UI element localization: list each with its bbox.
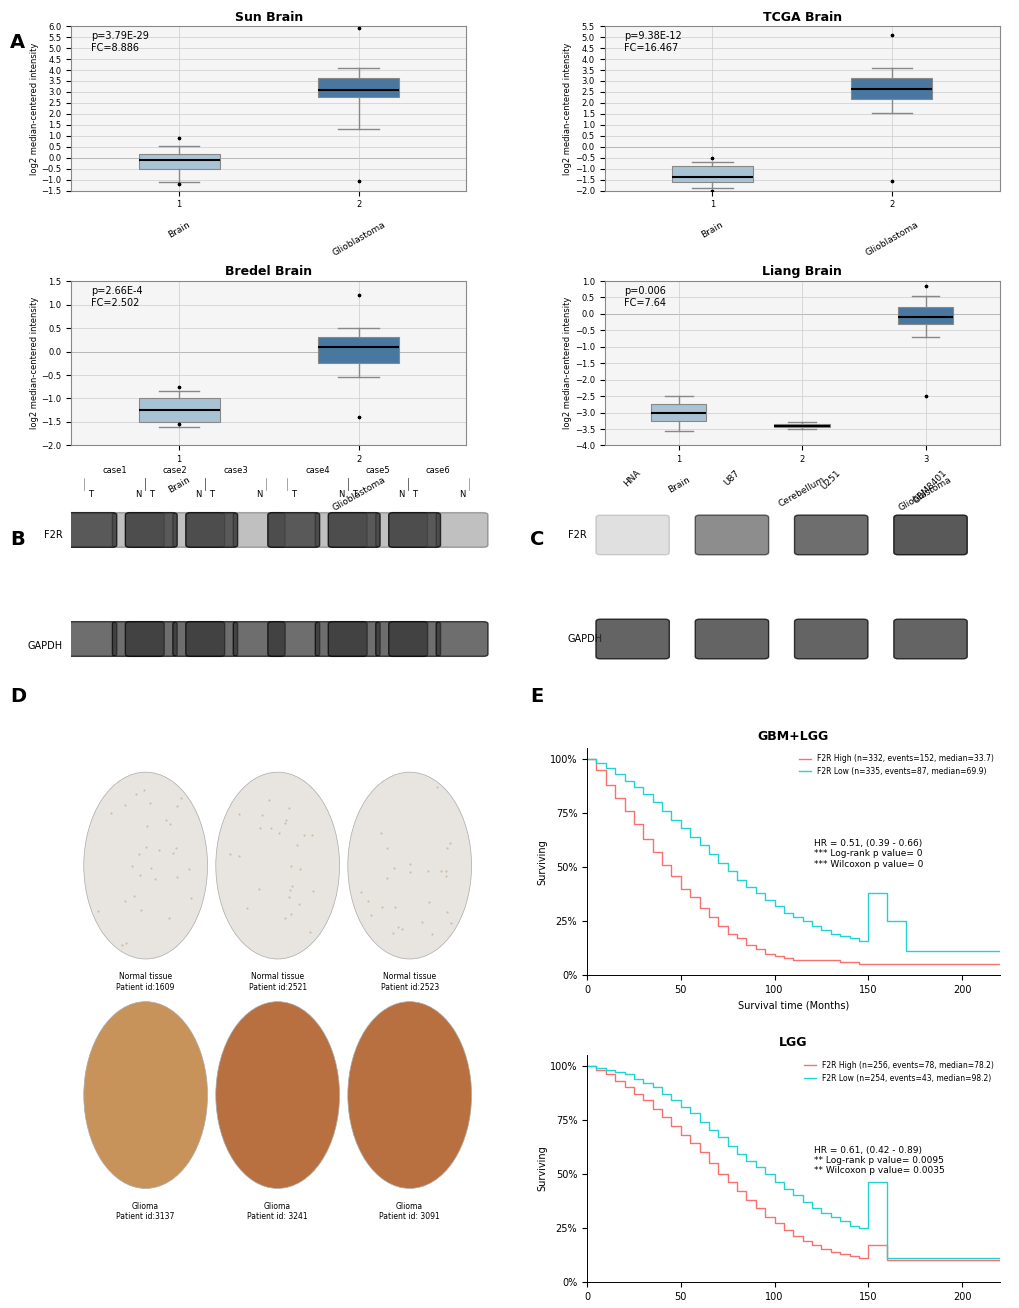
FancyBboxPatch shape [695,515,768,555]
F2R High (n=332, events=152, median=33.7) [749,942,761,957]
F2R Low (n=254, events=43, median=98.2) [908,1250,920,1266]
F2R Low (n=335, events=87, median=69.9) [824,926,837,942]
F2R High (n=256, events=78, median=78.2) [852,1250,864,1266]
F2R High (n=256, events=78, median=78.2) [758,1209,770,1224]
PathPatch shape [897,307,953,324]
F2R High (n=332, events=152, median=33.7) [787,952,799,968]
F2R High (n=256, events=78, median=78.2) [974,1252,986,1267]
F2R Low (n=254, events=43, median=98.2) [861,1175,873,1190]
F2R Low (n=335, events=87, median=69.9) [852,933,864,948]
PathPatch shape [139,399,219,422]
F2R High (n=332, events=152, median=33.7) [646,844,658,859]
FancyBboxPatch shape [375,621,427,657]
F2R Low (n=254, events=43, median=98.2) [664,1092,677,1108]
F2R Low (n=335, events=87, median=69.9) [684,829,696,845]
F2R High (n=332, events=152, median=33.7) [628,816,640,832]
FancyBboxPatch shape [388,621,440,657]
F2R Low (n=254, events=43, median=98.2) [740,1152,752,1168]
F2R High (n=332, events=152, median=33.7) [618,803,630,819]
F2R High (n=256, events=78, median=78.2) [861,1237,873,1253]
F2R Low (n=335, events=87, median=69.9) [843,931,855,947]
F2R High (n=256, events=78, median=78.2) [711,1165,723,1181]
F2R High (n=332, events=152, median=33.7) [674,880,686,896]
F2R Low (n=254, events=43, median=98.2) [731,1146,743,1162]
F2R Low (n=254, events=43, median=98.2) [814,1205,826,1220]
F2R High (n=256, events=78, median=78.2) [824,1244,837,1260]
F2R Low (n=335, events=87, median=69.9) [637,786,649,802]
F2R Low (n=335, events=87, median=69.9) [599,760,611,776]
Text: D: D [10,687,26,706]
F2R Low (n=335, events=87, median=69.9) [590,756,602,772]
F2R Low (n=335, events=87, median=69.9) [674,820,686,836]
Text: T: T [412,490,417,500]
PathPatch shape [773,424,829,428]
F2R High (n=256, events=78, median=78.2) [646,1101,658,1117]
FancyBboxPatch shape [112,621,164,657]
F2R Low (n=335, events=87, median=69.9) [777,905,790,921]
Text: F2R: F2R [568,530,586,540]
Text: Glioma
Patient id:3137: Glioma Patient id:3137 [116,1202,174,1222]
F2R High (n=332, events=152, median=33.7) [711,918,723,934]
F2R Low (n=335, events=87, median=69.9) [628,780,640,795]
F2R Low (n=254, events=43, median=98.2) [720,1138,733,1154]
FancyBboxPatch shape [328,513,380,547]
Text: GAPDH: GAPDH [568,634,602,644]
F2R High (n=332, events=152, median=33.7) [767,948,780,964]
Text: N: N [398,490,405,500]
Text: Glioblastoma: Glioblastoma [863,220,919,258]
F2R Low (n=254, events=43, median=98.2) [599,1062,611,1078]
F2R Low (n=254, events=43, median=98.2) [946,1250,958,1266]
X-axis label: Survival time (Months): Survival time (Months) [737,1001,848,1011]
Text: p=2.66E-4
FC=2.502: p=2.66E-4 FC=2.502 [91,286,143,307]
Text: Brain: Brain [166,220,192,239]
Text: Glioblastoma: Glioblastoma [330,475,386,513]
Text: T: T [89,490,93,500]
FancyBboxPatch shape [794,515,867,555]
F2R Low (n=254, events=43, median=98.2) [637,1075,649,1091]
F2R High (n=256, events=78, median=78.2) [684,1135,696,1151]
Text: p=3.79E-29
FC=8.886: p=3.79E-29 FC=8.886 [91,31,149,52]
F2R High (n=256, events=78, median=78.2) [796,1233,808,1249]
FancyBboxPatch shape [185,513,237,547]
FancyBboxPatch shape [794,619,867,659]
F2R High (n=256, events=78, median=78.2) [908,1252,920,1267]
F2R Low (n=335, events=87, median=69.9) [655,803,667,819]
Y-axis label: Surviving: Surviving [537,1146,546,1192]
Y-axis label: log2 median-centered intensity: log2 median-centered intensity [562,42,572,174]
F2R High (n=256, events=78, median=78.2) [655,1109,667,1125]
Line: F2R High (n=256, events=78, median=78.2): F2R High (n=256, events=78, median=78.2) [587,1066,999,1260]
F2R High (n=256, events=78, median=78.2) [834,1247,846,1262]
F2R High (n=332, events=152, median=33.7) [861,956,873,972]
F2R Low (n=335, events=87, median=69.9) [646,794,658,810]
FancyBboxPatch shape [185,621,237,657]
Y-axis label: log2 median-centered intensity: log2 median-centered intensity [30,297,39,429]
FancyBboxPatch shape [172,621,224,657]
F2R High (n=332, events=152, median=33.7) [581,751,593,766]
Text: case5: case5 [365,466,390,475]
FancyBboxPatch shape [893,619,966,659]
FancyBboxPatch shape [695,619,768,659]
Line: F2R Low (n=335, events=87, median=69.9): F2R Low (n=335, events=87, median=69.9) [587,759,999,951]
F2R Low (n=335, events=87, median=69.9) [702,846,714,862]
F2R Low (n=254, events=43, median=98.2) [646,1079,658,1095]
PathPatch shape [318,337,398,364]
F2R Low (n=335, events=87, median=69.9) [861,886,873,901]
Text: N: N [256,490,262,500]
F2R High (n=332, events=152, median=33.7) [993,956,1005,972]
F2R High (n=332, events=152, median=33.7) [664,869,677,884]
FancyBboxPatch shape [436,513,487,547]
FancyBboxPatch shape [595,515,668,555]
Text: GAPDH: GAPDH [28,641,63,651]
F2R High (n=332, events=152, median=33.7) [758,946,770,961]
F2R Low (n=254, events=43, median=98.2) [899,1250,911,1266]
F2R High (n=332, events=152, median=33.7) [740,937,752,952]
Title: Liang Brain: Liang Brain [761,266,842,279]
F2R High (n=256, events=78, median=78.2) [693,1144,705,1160]
F2R High (n=256, events=78, median=78.2) [917,1252,929,1267]
F2R Low (n=335, events=87, median=69.9) [946,943,958,959]
F2R Low (n=254, events=43, median=98.2) [871,1175,883,1190]
FancyBboxPatch shape [268,621,319,657]
Text: U87: U87 [721,468,741,487]
Text: T: T [149,490,154,500]
Text: HR = 0.51, (0.39 - 0.66)
*** Log-rank p value= 0
*** Wilcoxon p value= 0: HR = 0.51, (0.39 - 0.66) *** Log-rank p … [813,838,922,869]
